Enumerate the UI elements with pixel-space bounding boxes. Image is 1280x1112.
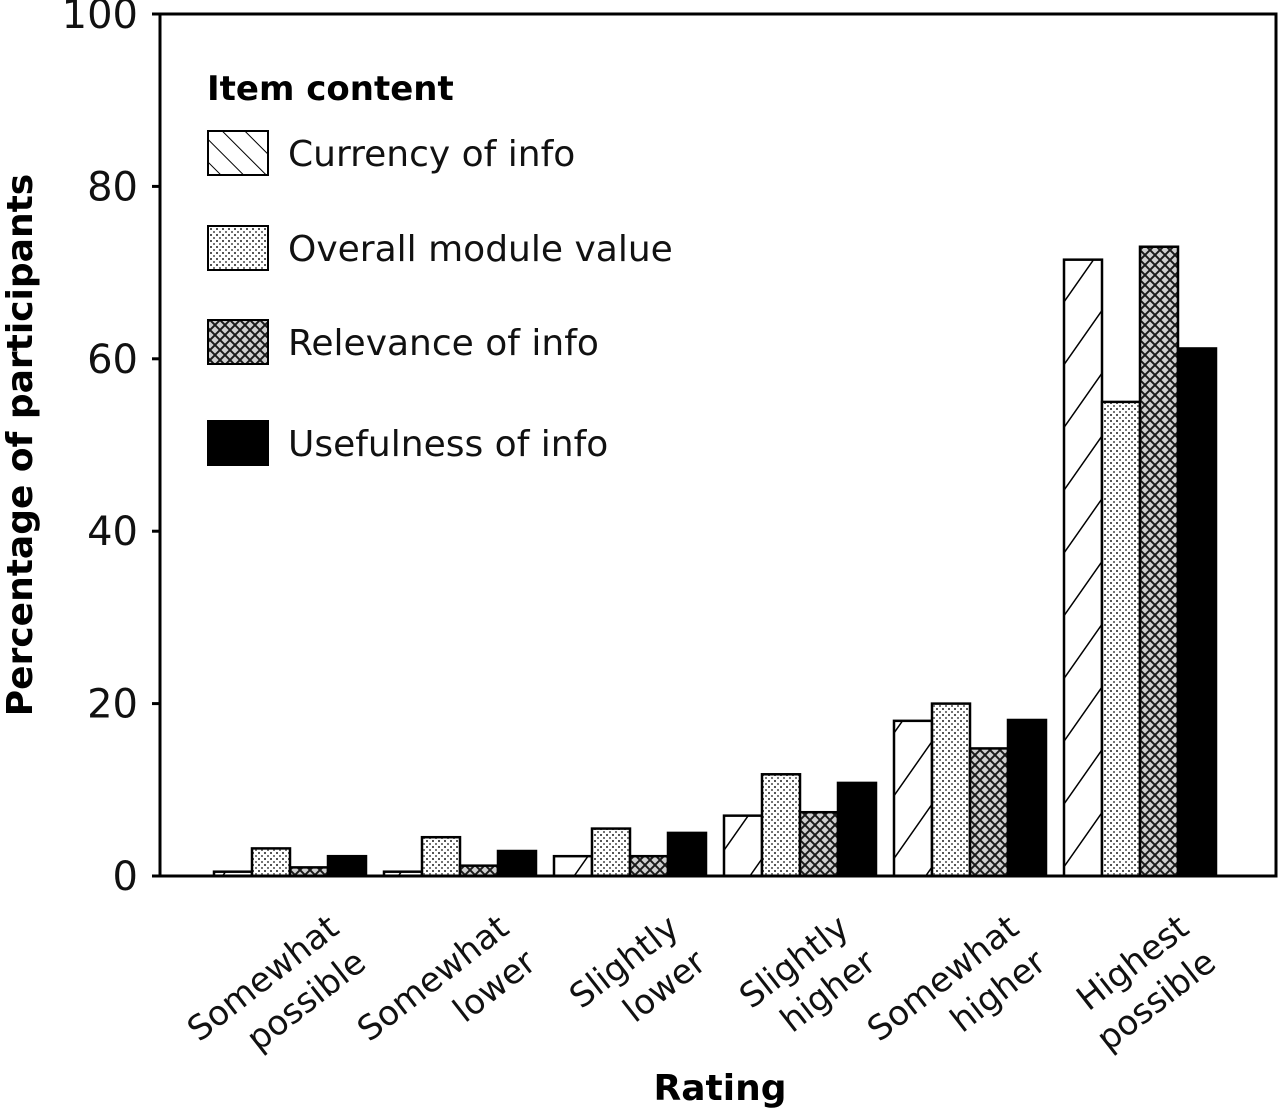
- bar: [1100, 400, 1142, 878]
- legend: Item content Currency of info Overall mod…: [207, 69, 673, 466]
- bar: [666, 831, 708, 878]
- bar: [458, 864, 500, 878]
- x-axis-title: Rating: [654, 1068, 787, 1109]
- bar: [722, 814, 764, 878]
- y-axis-title: Percentage of participants: [0, 174, 41, 716]
- bar: [1138, 245, 1180, 878]
- legend-title: Item content: [207, 69, 454, 109]
- bar: [930, 702, 972, 878]
- y-tick-label: 20: [87, 682, 138, 728]
- bar: [628, 854, 670, 878]
- bar: [590, 827, 632, 878]
- bar: [552, 854, 594, 878]
- y-axis: 0 20 40 60 80 100: [62, 0, 160, 900]
- bar: [892, 719, 934, 878]
- bar: [250, 847, 292, 878]
- bar: [1176, 347, 1218, 878]
- bar: [496, 849, 538, 878]
- bar: [1062, 258, 1104, 878]
- legend-label: Usefulness of info: [288, 424, 608, 465]
- y-tick-label: 60: [87, 337, 138, 383]
- bar: [326, 854, 368, 878]
- bar: [836, 781, 878, 878]
- legend-label: Overall module value: [288, 229, 673, 270]
- legend-swatch: [207, 319, 269, 365]
- bars-group: [160, 245, 1276, 878]
- legend-label: Relevance of info: [288, 323, 599, 364]
- y-tick-label: 40: [87, 509, 138, 555]
- legend-label: Currency of info: [288, 134, 575, 175]
- legend-swatch: [207, 130, 269, 176]
- y-tick-label: 100: [62, 0, 138, 38]
- y-tick-label: 0: [113, 854, 138, 900]
- bar: [798, 810, 840, 878]
- legend-swatch: [207, 225, 269, 271]
- bar: [760, 773, 802, 878]
- y-tick-label: 80: [87, 164, 138, 210]
- bar: [968, 747, 1010, 878]
- bar: [420, 835, 462, 878]
- bar: [1006, 718, 1048, 878]
- legend-swatch: [207, 420, 269, 466]
